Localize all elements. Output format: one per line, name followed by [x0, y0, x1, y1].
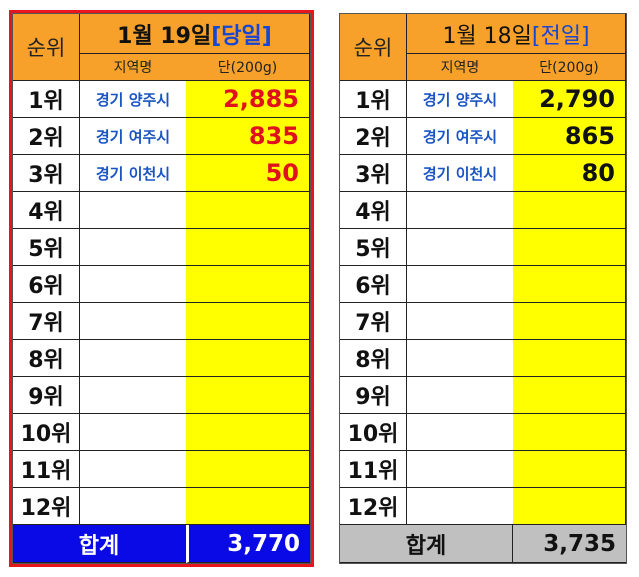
total-label: 합계: [340, 525, 513, 563]
region-cell: 경기 여주시: [407, 118, 513, 155]
region-header: 지역명: [80, 54, 186, 81]
region-cell: [407, 340, 513, 377]
price-cell: [186, 229, 310, 266]
region-cell: 경기 양주시: [80, 81, 186, 118]
total-value: 3,770: [186, 525, 310, 563]
region-cell: [80, 377, 186, 414]
region-cell: 경기 여주시: [80, 118, 186, 155]
total-value: 3,735: [513, 525, 626, 563]
rank-cell: 6위: [340, 266, 407, 303]
price-cell: [186, 488, 310, 525]
price-cell: [186, 340, 310, 377]
date-header: 1월 19일 [당일]: [80, 14, 310, 54]
unit-header: 단(200g): [513, 54, 626, 81]
price-cell: [186, 414, 310, 451]
price-cell: [513, 303, 626, 340]
price-cell: 865: [513, 118, 626, 155]
region-cell: 경기 이천시: [407, 155, 513, 192]
region-cell: 경기 양주시: [407, 81, 513, 118]
price-cell: [513, 488, 626, 525]
price-cell: [186, 303, 310, 340]
region-cell: [80, 303, 186, 340]
date-header: 1월 18일 [전일]: [407, 14, 626, 54]
price-cell: [186, 451, 310, 488]
rank-header: 순위: [13, 14, 80, 81]
rank-cell: 3위: [13, 155, 80, 192]
price-cell: [513, 266, 626, 303]
price-cell: 80: [513, 155, 626, 192]
total-label: 합계: [13, 525, 186, 563]
rank-cell: 10위: [13, 414, 80, 451]
rank-cell: 4위: [13, 192, 80, 229]
price-cell: [186, 377, 310, 414]
region-cell: [80, 488, 186, 525]
region-cell: [407, 377, 513, 414]
date-tag: [전일]: [531, 23, 590, 49]
region-cell: [407, 451, 513, 488]
region-cell: [80, 266, 186, 303]
previous-price-table: 순위 1월 18일 [전일] 지역명 단(200g) 1위 경기 양주시 2,790…: [339, 13, 627, 564]
rank-cell: 1위: [340, 81, 407, 118]
rank-cell: 12위: [13, 488, 80, 525]
price-cell: 50: [186, 155, 310, 192]
rank-cell: 9위: [340, 377, 407, 414]
region-cell: [80, 340, 186, 377]
rank-cell: 6위: [13, 266, 80, 303]
region-cell: [407, 488, 513, 525]
rank-cell: 7위: [340, 303, 407, 340]
rank-cell: 7위: [13, 303, 80, 340]
region-cell: 경기 이천시: [80, 155, 186, 192]
rank-cell: 12위: [340, 488, 407, 525]
price-cell: [513, 229, 626, 266]
region-cell: [407, 229, 513, 266]
price-cell: 2,885: [186, 81, 310, 118]
rank-cell: 11위: [340, 451, 407, 488]
region-cell: [407, 303, 513, 340]
rank-cell: 8위: [13, 340, 80, 377]
region-cell: [80, 192, 186, 229]
rank-cell: 2위: [13, 118, 80, 155]
rank-cell: 4위: [340, 192, 407, 229]
price-cell: [186, 192, 310, 229]
region-cell: [80, 414, 186, 451]
price-cell: 835: [186, 118, 310, 155]
date-text: 1월 19일: [117, 23, 212, 49]
rank-cell: 5위: [13, 229, 80, 266]
today-price-table: 순위 1월 19일 [당일] 지역명 단(200g) 1위 경기 양주시 2,885…: [9, 10, 314, 567]
region-cell: [80, 451, 186, 488]
rank-header: 순위: [340, 14, 407, 81]
price-cell: [186, 266, 310, 303]
unit-header: 단(200g): [186, 54, 310, 81]
rank-cell: 2위: [340, 118, 407, 155]
rank-cell: 5위: [340, 229, 407, 266]
region-cell: [407, 192, 513, 229]
price-cell: [513, 192, 626, 229]
region-header: 지역명: [407, 54, 513, 81]
price-cell: 2,790: [513, 81, 626, 118]
rank-cell: 9위: [13, 377, 80, 414]
rank-cell: 11위: [13, 451, 80, 488]
rank-cell: 3위: [340, 155, 407, 192]
price-cell: [513, 377, 626, 414]
region-cell: [407, 414, 513, 451]
price-cell: [513, 451, 626, 488]
date-text: 1월 18일: [442, 23, 532, 49]
rank-cell: 8위: [340, 340, 407, 377]
region-cell: [407, 266, 513, 303]
region-cell: [80, 229, 186, 266]
price-cell: [513, 414, 626, 451]
rank-cell: 10위: [340, 414, 407, 451]
rank-cell: 1위: [13, 81, 80, 118]
date-tag: [당일]: [211, 23, 272, 49]
price-cell: [513, 340, 626, 377]
